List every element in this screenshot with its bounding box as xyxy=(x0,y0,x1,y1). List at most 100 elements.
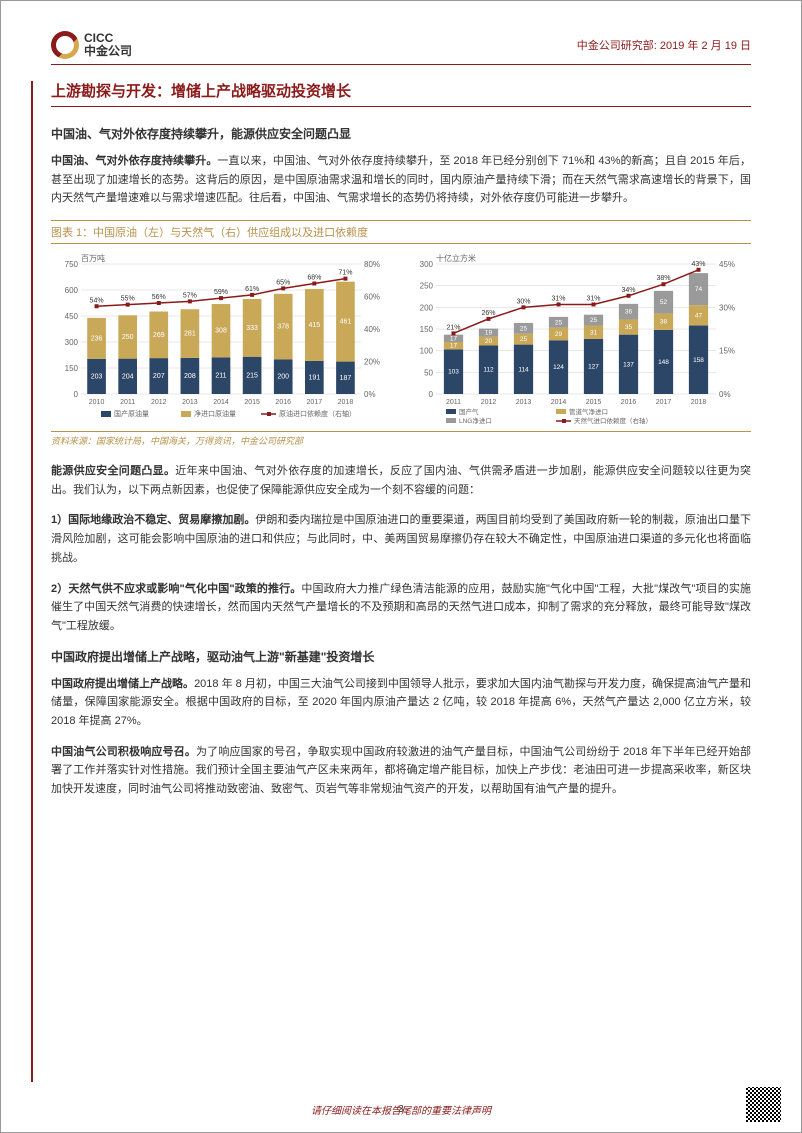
chart-left: 01503004506007500%20%40%60%80%百万吨2032362… xyxy=(51,249,396,429)
svg-text:2018: 2018 xyxy=(691,399,707,406)
svg-text:52: 52 xyxy=(660,299,668,306)
svg-text:0: 0 xyxy=(74,390,79,399)
svg-text:国产原油量: 国产原油量 xyxy=(114,409,149,418)
paragraph-3: 1）国际地缘政治不稳定、贸易摩擦加剧。伊朗和委内瑞拉是中国原油进口的重要渠道，两… xyxy=(51,511,751,567)
svg-text:35: 35 xyxy=(625,324,633,331)
svg-text:65%: 65% xyxy=(276,279,290,286)
svg-text:29: 29 xyxy=(555,331,563,338)
svg-text:17: 17 xyxy=(450,335,458,342)
svg-text:30%: 30% xyxy=(516,298,530,305)
svg-text:2013: 2013 xyxy=(516,399,532,406)
svg-text:269: 269 xyxy=(153,332,165,339)
svg-text:2016: 2016 xyxy=(621,399,637,406)
svg-text:38: 38 xyxy=(660,319,668,326)
svg-text:50: 50 xyxy=(424,368,433,377)
svg-text:137: 137 xyxy=(623,361,634,368)
svg-text:57%: 57% xyxy=(183,292,197,299)
svg-text:47: 47 xyxy=(695,312,703,319)
svg-text:2015: 2015 xyxy=(586,399,602,406)
svg-text:2017: 2017 xyxy=(656,399,672,406)
logo-icon xyxy=(51,31,79,59)
svg-text:68%: 68% xyxy=(307,275,321,282)
svg-text:74: 74 xyxy=(695,286,703,293)
svg-text:45%: 45% xyxy=(719,260,735,269)
svg-text:60%: 60% xyxy=(364,293,380,302)
svg-text:2014: 2014 xyxy=(551,399,567,406)
svg-text:2018: 2018 xyxy=(338,399,354,406)
svg-text:204: 204 xyxy=(122,373,134,380)
svg-text:308: 308 xyxy=(215,328,227,335)
paragraph-2: 能源供应安全问题凸显。近年来中国油、气对外依存度的加速增长，反应了国内油、气供需… xyxy=(51,462,751,499)
svg-text:31%: 31% xyxy=(551,296,565,303)
svg-text:200: 200 xyxy=(277,374,289,381)
page-number: 3 xyxy=(398,1104,404,1115)
svg-text:207: 207 xyxy=(153,373,165,380)
svg-text:天然气进口依赖度（右轴）: 天然气进口依赖度（右轴） xyxy=(574,416,652,425)
svg-text:250: 250 xyxy=(420,282,434,291)
svg-text:124: 124 xyxy=(553,364,564,371)
svg-text:80%: 80% xyxy=(364,260,380,269)
svg-text:250: 250 xyxy=(122,334,134,341)
svg-text:71%: 71% xyxy=(338,270,352,277)
svg-text:管道气净进口: 管道气净进口 xyxy=(569,407,608,416)
svg-text:43%: 43% xyxy=(691,261,705,268)
svg-text:2011: 2011 xyxy=(120,399,135,406)
svg-text:净进口原油量: 净进口原油量 xyxy=(194,409,236,418)
svg-text:333: 333 xyxy=(246,325,258,332)
svg-text:40%: 40% xyxy=(364,325,380,334)
svg-text:191: 191 xyxy=(308,375,320,382)
svg-text:20%: 20% xyxy=(364,358,380,367)
svg-text:281: 281 xyxy=(184,331,196,338)
svg-text:十亿立方米: 十亿立方米 xyxy=(436,253,476,263)
svg-text:187: 187 xyxy=(340,375,352,382)
svg-text:158: 158 xyxy=(693,357,704,364)
svg-text:21%: 21% xyxy=(446,324,460,331)
svg-text:61%: 61% xyxy=(245,286,259,293)
svg-text:2013: 2013 xyxy=(182,399,198,406)
qr-code-icon xyxy=(746,1087,781,1122)
svg-text:100: 100 xyxy=(420,347,434,356)
svg-text:600: 600 xyxy=(65,286,79,295)
svg-text:211: 211 xyxy=(215,373,226,380)
svg-text:450: 450 xyxy=(65,312,79,321)
page-header: CICC 中金公司 中金公司研究部: 2019 年 2 月 19 日 xyxy=(51,31,751,65)
svg-text:百万吨: 百万吨 xyxy=(81,253,105,263)
company-name-cn: 中金公司 xyxy=(84,45,132,58)
paragraph-4: 2）天然气供不应求或影响"气化中国"政策的推行。中国政府大力推广绿色清洁能源的应… xyxy=(51,580,751,636)
header-date: 中金公司研究部: 2019 年 2 月 19 日 xyxy=(577,37,751,53)
svg-text:56%: 56% xyxy=(152,294,166,301)
svg-text:127: 127 xyxy=(588,364,599,371)
paragraph-6: 中国油气公司积极响应号召。为了响应国家的号召，争取实现中国政府较激进的油气产量目… xyxy=(51,743,751,799)
svg-text:148: 148 xyxy=(658,359,669,366)
svg-text:461: 461 xyxy=(340,319,352,326)
svg-text:300: 300 xyxy=(65,338,79,347)
svg-text:LNG净进口: LNG净进口 xyxy=(459,416,492,425)
svg-text:25: 25 xyxy=(520,336,528,343)
svg-text:0%: 0% xyxy=(364,390,376,399)
svg-text:55%: 55% xyxy=(121,296,135,303)
company-logo: CICC 中金公司 xyxy=(51,31,132,59)
svg-text:31%: 31% xyxy=(586,296,600,303)
svg-text:2016: 2016 xyxy=(275,399,291,406)
svg-text:215: 215 xyxy=(246,372,258,379)
svg-text:38%: 38% xyxy=(656,275,670,282)
svg-text:200: 200 xyxy=(420,303,434,312)
chart-right: 0501001502002503000%15%30%45%十亿立方米103171… xyxy=(406,249,751,429)
svg-text:59%: 59% xyxy=(214,289,228,296)
svg-text:2015: 2015 xyxy=(244,399,260,406)
svg-text:54%: 54% xyxy=(90,297,104,304)
svg-text:2011: 2011 xyxy=(446,399,461,406)
svg-text:26%: 26% xyxy=(481,310,495,317)
svg-text:17: 17 xyxy=(450,343,458,350)
chart-source: 资料来源：国家统计局，中国海关，万得资讯，中金公司研究部 xyxy=(51,431,751,447)
subsection-1-title: 中国油、气对外依存度持续攀升，能源供应安全问题凸显 xyxy=(51,125,751,142)
svg-text:112: 112 xyxy=(483,367,494,374)
svg-text:750: 750 xyxy=(65,260,79,269)
svg-text:0%: 0% xyxy=(719,390,731,399)
chart-title: 图表 1：中国原油（左）与天然气（右）供应组成以及进口依赖度 xyxy=(51,220,751,244)
svg-text:36: 36 xyxy=(625,309,633,316)
svg-text:2012: 2012 xyxy=(481,399,497,406)
svg-text:19: 19 xyxy=(485,330,493,337)
svg-text:31: 31 xyxy=(590,329,598,336)
page-footer: 请仔细阅读在本报告尾部的重要法律声明 3 xyxy=(1,1102,801,1117)
